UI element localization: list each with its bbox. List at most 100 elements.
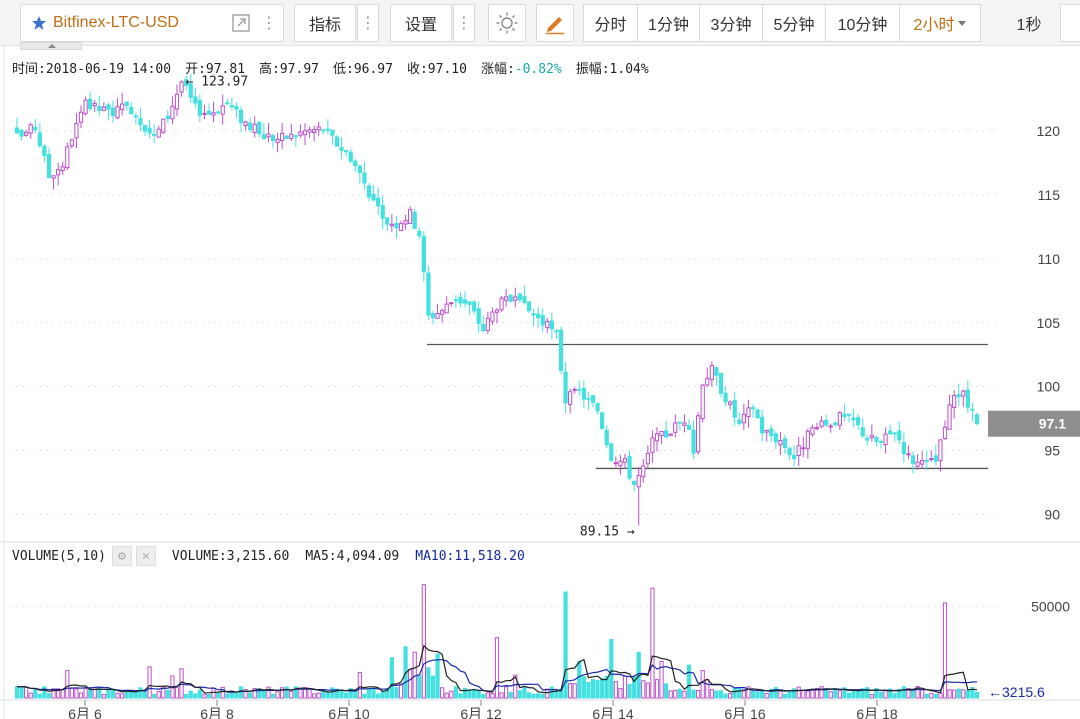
settings-more-icon[interactable]: ⋮: [453, 4, 475, 42]
candle: [376, 187, 381, 215]
volume-bar: [577, 660, 582, 699]
candle-body: [874, 436, 879, 442]
candle-body: [462, 299, 468, 304]
indicator-more-icon[interactable]: ⋮: [357, 4, 379, 42]
volume-bar: [261, 690, 266, 699]
volume-bar: [188, 690, 193, 699]
timeframe-tab-5[interactable]: 10分钟: [826, 5, 900, 41]
volume-bar: [728, 693, 733, 699]
candle-body: [705, 377, 710, 386]
candle-body: [572, 388, 577, 391]
candle-body: [586, 397, 591, 400]
date-tick-label: 6月 16: [724, 706, 765, 719]
candle: [243, 120, 248, 131]
candle-body: [764, 430, 769, 433]
timeframe-tab-1[interactable]: 分时: [584, 5, 638, 41]
toolbar-overflow[interactable]: [1060, 4, 1080, 42]
popout-icon[interactable]: [231, 13, 251, 38]
candle-body: [929, 458, 934, 461]
volume-bar: [417, 674, 422, 699]
refresh-interval[interactable]: 1秒: [1016, 17, 1042, 34]
volume-bar: [458, 693, 463, 699]
settings-button[interactable]: 设置: [390, 4, 452, 42]
symbol-selector[interactable]: Bitfinex-LTC-USD ⋮: [20, 4, 284, 42]
volume-bar: [289, 690, 294, 699]
timeframe-tab-2[interactable]: 1分钟: [638, 5, 700, 41]
timeframe-tab-3[interactable]: 3分钟: [700, 5, 763, 41]
symbol-tab-marker[interactable]: [20, 42, 82, 50]
symbol-more-icon[interactable]: ⋮: [261, 15, 277, 32]
candle-body: [901, 442, 906, 455]
candle-body: [366, 185, 372, 198]
theme-button[interactable]: [488, 4, 526, 42]
volume-bar: [174, 687, 180, 699]
volume-bar: [769, 688, 774, 699]
volume-indicator-title: VOLUME(5,10): [12, 548, 106, 564]
volume-bar: [184, 694, 189, 699]
price-tick-label: 90: [1044, 506, 1060, 522]
candle: [220, 94, 225, 125]
volume-bar: [339, 689, 344, 699]
candle: [458, 292, 463, 308]
candle: [659, 431, 664, 445]
candle: [252, 116, 257, 138]
indicator-button[interactable]: 指标: [294, 4, 356, 42]
candle: [897, 421, 902, 445]
candle: [156, 125, 161, 138]
candle-body: [156, 128, 161, 138]
candle-body: [243, 121, 248, 127]
candle-body: [339, 147, 344, 151]
gear-icon[interactable]: ⚙: [111, 546, 132, 566]
close-icon[interactable]: ✕: [135, 546, 156, 566]
volume-bar: [216, 692, 221, 699]
star-icon[interactable]: [31, 15, 47, 31]
candle-body: [810, 427, 815, 435]
candle: [769, 424, 774, 442]
candle: [732, 392, 737, 426]
volume-bar: [106, 688, 111, 699]
candle-body: [14, 127, 20, 134]
candle: [627, 450, 632, 481]
candle: [462, 291, 468, 308]
candle: [316, 121, 321, 137]
candle: [51, 175, 56, 190]
candle: [741, 403, 746, 431]
volume-bar: [481, 694, 486, 699]
candle: [289, 123, 294, 142]
settings-label: 设置: [404, 17, 437, 34]
volume-bar: [476, 689, 481, 699]
candle: [170, 96, 175, 125]
candle: [165, 109, 170, 124]
candle-body: [88, 98, 93, 110]
candle-body: [824, 419, 829, 426]
candle: [910, 451, 916, 474]
last-volume-label: ←3215.6: [988, 684, 1045, 700]
candle-body: [353, 160, 358, 167]
candle-body: [746, 407, 751, 418]
timeframe-tab-active[interactable]: 2小时: [900, 5, 980, 41]
draw-button[interactable]: [536, 4, 574, 42]
candle-body: [888, 430, 893, 435]
timeframe-tab-4[interactable]: 5分钟: [763, 5, 826, 41]
candle: [453, 295, 458, 309]
indicator-label: 指标: [308, 17, 341, 34]
candle-body: [56, 169, 61, 176]
volume-bar: [691, 689, 696, 699]
candle: [440, 308, 445, 323]
candle: [206, 103, 212, 115]
volume-bar: [805, 690, 810, 699]
candle: [650, 430, 655, 463]
candle-body: [860, 427, 865, 437]
candle-body: [686, 424, 692, 430]
candle: [398, 220, 404, 232]
volume-bars: [14, 584, 980, 699]
candle-body: [330, 129, 335, 136]
candle: [764, 429, 769, 442]
volume-bar: [572, 683, 577, 699]
candle: [581, 380, 586, 409]
volume-bar: [362, 693, 367, 699]
candle-body: [600, 412, 605, 429]
volume-bar: [920, 689, 925, 699]
candle: [906, 445, 911, 460]
